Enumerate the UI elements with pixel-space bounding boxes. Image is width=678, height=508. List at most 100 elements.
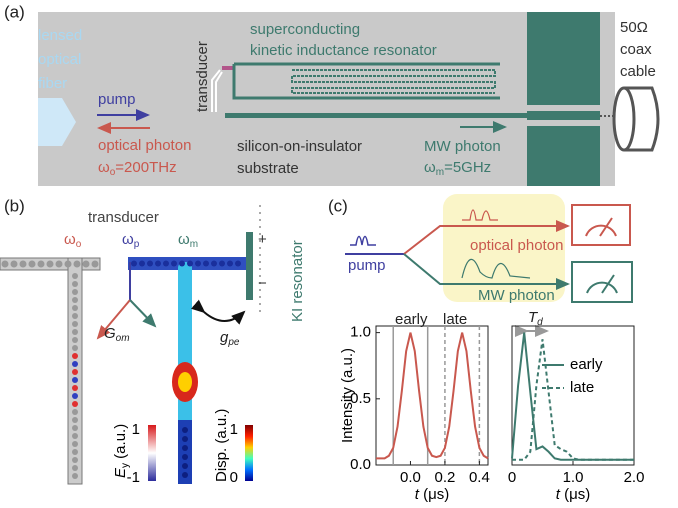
hole [72, 345, 78, 351]
hole [10, 260, 18, 268]
mw-label: MW photon [424, 138, 501, 155]
fiber-label: lensed [38, 27, 82, 44]
hole [235, 260, 241, 267]
x-tick-label: 0.0 [400, 469, 421, 486]
x-tick-label: 0.2 [434, 469, 455, 486]
mw-path [403, 253, 570, 290]
coupling: gpe [220, 329, 240, 348]
hole [72, 329, 78, 335]
hole [182, 445, 188, 451]
x-var: t [556, 486, 561, 503]
hole [187, 260, 193, 267]
photon-label: MW photon [478, 287, 555, 304]
x-tick-label: 0 [508, 469, 516, 486]
hole [182, 472, 188, 478]
text: =200THz [115, 159, 176, 176]
cable-label: coax [620, 41, 652, 58]
y-tick-label: 0.0 [350, 456, 371, 473]
hotspot-core [178, 372, 192, 392]
hole [72, 297, 78, 303]
colorbar-max: 1 [230, 421, 238, 438]
hole [72, 281, 78, 287]
symbol: g [220, 329, 229, 346]
hole [55, 260, 63, 268]
delay-label: Td [528, 309, 543, 328]
hole [72, 393, 78, 399]
hole [182, 436, 188, 442]
ground-pad [527, 12, 600, 186]
hole [182, 427, 188, 433]
hole [72, 337, 78, 343]
highlight [443, 194, 565, 302]
pump-label: pump [348, 257, 386, 274]
hole [72, 361, 78, 367]
mech-arrow [129, 299, 157, 328]
symbol: ω [424, 159, 436, 176]
hole [155, 260, 161, 267]
hole [64, 260, 72, 268]
symbol: ω [64, 231, 76, 248]
hole [46, 260, 54, 268]
panel-label: (b) [4, 196, 25, 215]
hole [73, 260, 81, 268]
legend-label: early [570, 356, 603, 373]
colorbar-title: Disp. (a.u.) [213, 409, 230, 482]
hole [182, 463, 188, 469]
sub: pe [227, 337, 240, 348]
x-unit: (μs) [419, 486, 449, 503]
freq-label: ωm=5GHz [424, 159, 491, 178]
sub: p [134, 239, 140, 250]
hole [72, 449, 78, 455]
unit: (a.u.) [112, 424, 129, 463]
y-axis-label: Intensity (a.u.) [339, 348, 356, 443]
optomechanical-crystal [128, 257, 246, 484]
coupling: Gom [104, 325, 130, 344]
hole [72, 369, 78, 375]
mw-pulses [461, 258, 531, 279]
hole [179, 260, 185, 267]
hole [163, 260, 169, 267]
symbol: ω [98, 159, 110, 176]
hole [72, 409, 78, 415]
x-axis-label: t (μs) [415, 486, 449, 503]
hole [203, 260, 209, 267]
sub: y [120, 463, 131, 468]
hole [72, 377, 78, 383]
hole [37, 260, 45, 268]
hole [182, 454, 188, 460]
resonator [232, 62, 500, 100]
substrate-label: substrate [237, 160, 299, 177]
hole [72, 385, 78, 391]
colorbar [148, 425, 156, 481]
early-label: early [395, 311, 428, 328]
hole [72, 457, 78, 463]
cable-label: cable [620, 63, 656, 80]
feedline [225, 113, 527, 118]
hole [171, 260, 177, 267]
cable-label: 50Ω [620, 19, 648, 36]
symbol: T [528, 309, 539, 326]
optical-pulses [462, 209, 498, 221]
symbol: ω [178, 231, 190, 248]
colorbar-title: Ey (a.u.) [112, 424, 131, 478]
sub: m [190, 239, 198, 250]
x-tick-label: 0.4 [469, 469, 490, 486]
fiber-label: fiber [38, 75, 67, 92]
hole [72, 305, 78, 311]
y-tick-label: 1.0 [350, 324, 371, 341]
hole [28, 260, 36, 268]
pump-pulses [350, 235, 376, 246]
colorbar [245, 425, 253, 481]
omega: ωp [122, 231, 140, 250]
meter [585, 217, 617, 237]
y-tick-label: 0.5 [350, 390, 371, 407]
symbol: E [112, 467, 129, 478]
hole [72, 473, 78, 479]
freq-label: ωo=200THz [98, 159, 177, 178]
optical-arrow [96, 299, 131, 340]
transducer [211, 69, 223, 112]
resonator-label: superconducting [250, 21, 360, 38]
photon-label: optical photon [98, 137, 191, 154]
